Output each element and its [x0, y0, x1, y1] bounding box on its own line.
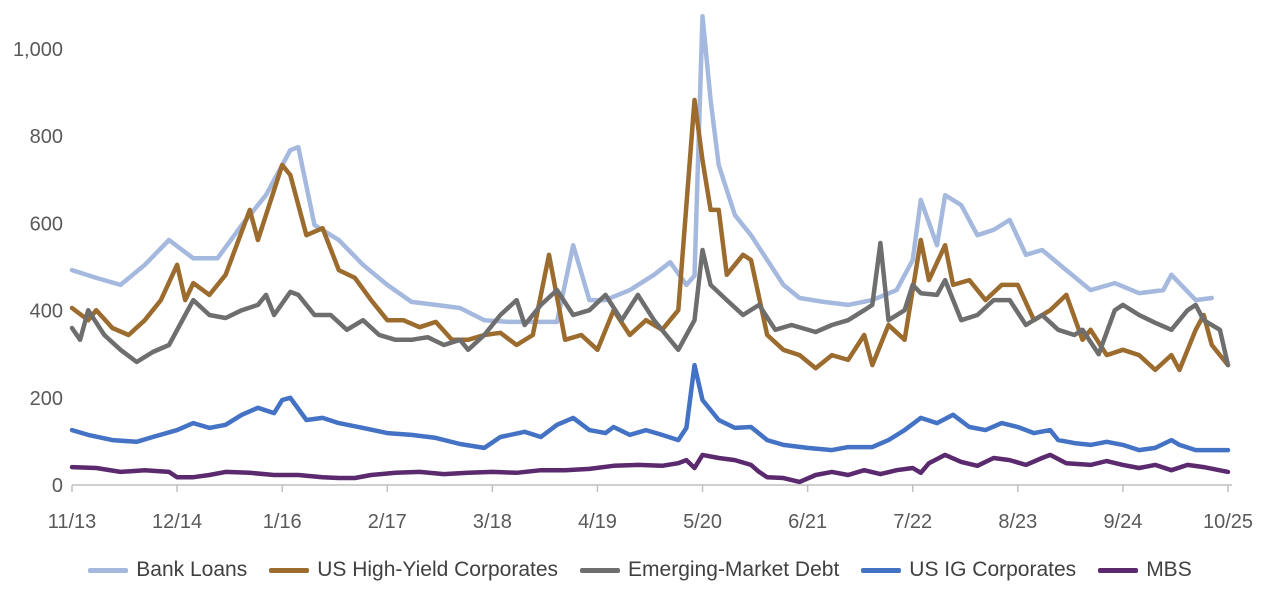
series-line-us-high-yield-corporates [69, 97, 1231, 373]
legend-label: Bank Loans [136, 558, 248, 581]
legend-swatch [580, 567, 621, 573]
legend-swatch [861, 567, 902, 573]
y-tick-label: 0 [52, 475, 63, 497]
x-tick-label: 7/22 [893, 511, 932, 533]
legend: Bank Loans US High-Yield Corporates Emergi… [0, 553, 1280, 587]
legend-item-bank-loans: Bank Loans [88, 558, 247, 582]
y-tick-label: 800 [30, 126, 63, 148]
y-tick-label: 1,000 [13, 39, 63, 61]
x-axis: 11/13 12/14 1/16 2/17 3/18 4/19 5/20 6/21 7/22 8/… [48, 484, 1253, 533]
legend-swatch [88, 567, 129, 573]
legend-swatch [1098, 567, 1139, 573]
x-tick-label: 8/23 [998, 511, 1037, 533]
series-line-us-ig-corporates [69, 362, 1231, 453]
y-tick-label: 200 [30, 388, 63, 410]
x-tick-label: 11/13 [48, 511, 97, 533]
legend-label: US High-Yield Corporates [317, 558, 559, 581]
legend-label: Emerging-Market Debt [628, 558, 840, 581]
legend-item-us-high-yield-corporates: US High-Yield Corporates [269, 558, 558, 582]
y-tick-label: 400 [30, 301, 63, 323]
series-lines [69, 14, 1231, 485]
legend-item-emerging-market-debt: Emerging-Market Debt [580, 558, 839, 582]
series-line-mbs [69, 452, 1231, 485]
legend-item-mbs: MBS [1098, 558, 1192, 582]
x-tick-label: 1/16 [263, 511, 302, 533]
y-tick-label: 600 [30, 213, 63, 235]
series-line-emerging-market-debt [69, 240, 1231, 368]
series-line-bank-loans [69, 14, 1215, 325]
x-tick-label: 9/24 [1103, 511, 1142, 533]
x-tick-label: 6/21 [788, 511, 827, 533]
x-tick-label: 5/20 [683, 511, 722, 533]
x-tick-label: 2/17 [368, 511, 407, 533]
x-tick-label: 3/18 [473, 511, 512, 533]
legend-item-us-ig-corporates: US IG Corporates [861, 558, 1076, 582]
x-tick-label: 12/14 [152, 511, 202, 533]
legend-label: MBS [1146, 558, 1192, 581]
legend-swatch [269, 567, 310, 573]
y-axis: 0 200 400 600 800 1,000 [13, 39, 63, 497]
x-tick-label: 10/25 [1203, 511, 1253, 533]
legend-label: US IG Corporates [909, 558, 1077, 581]
x-tick-label: 4/19 [578, 511, 617, 533]
